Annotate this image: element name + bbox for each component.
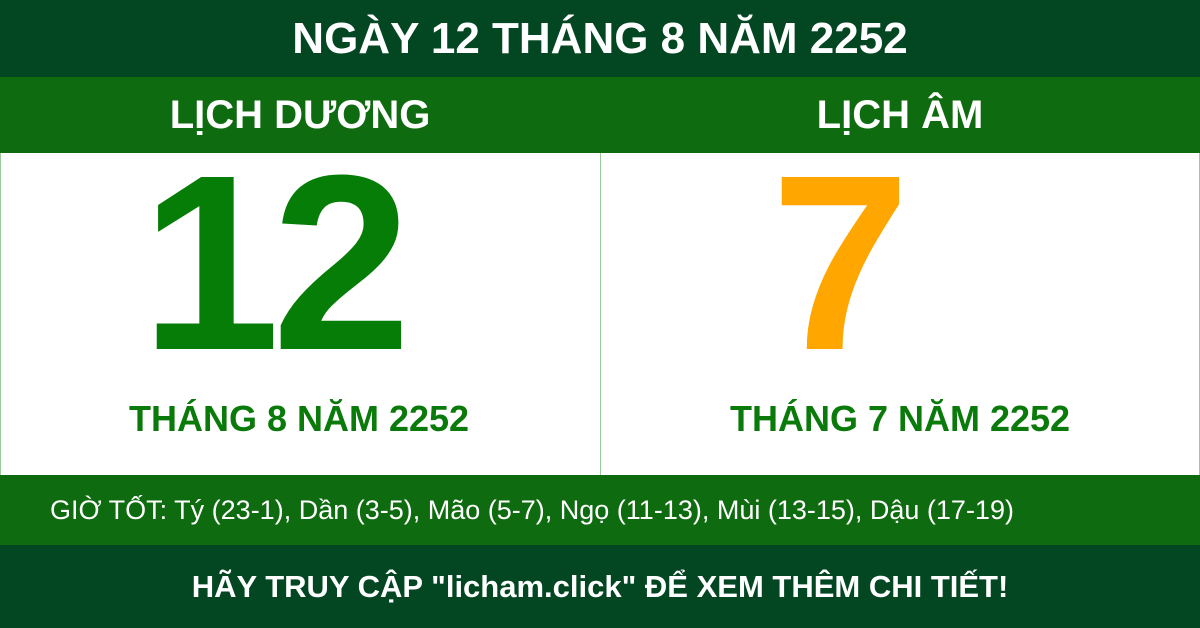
page-title: NGÀY 12 THÁNG 8 NĂM 2252 [0, 0, 1200, 77]
solar-panel: 12 THÁNG 8 NĂM 2252 [0, 123, 600, 475]
lunar-panel: 7 THÁNG 7 NĂM 2252 [600, 123, 1200, 475]
good-hours: GIỜ TỐT: Tý (23-1), Dần (3-5), Mão (5-7)… [0, 475, 1200, 545]
calendar-labels: LỊCH DƯƠNG LỊCH ÂM [0, 77, 1200, 153]
solar-day: 12 [141, 123, 411, 402]
footer-cta: HÃY TRUY CẬP "licham.click" ĐỂ XEM THÊM … [0, 545, 1200, 628]
lunar-day: 7 [771, 123, 911, 402]
lunar-month-year: THÁNG 7 NĂM 2252 [729, 398, 1071, 439]
calendar-body: 12 THÁNG 8 NĂM 2252 7 THÁNG 7 NĂM 2252 [0, 123, 1200, 475]
lunar-calendar-label: LỊCH ÂM [816, 92, 984, 137]
solar-month-year: THÁNG 8 NĂM 2252 [128, 398, 470, 439]
solar-calendar-label: LỊCH DƯƠNG [169, 92, 431, 137]
